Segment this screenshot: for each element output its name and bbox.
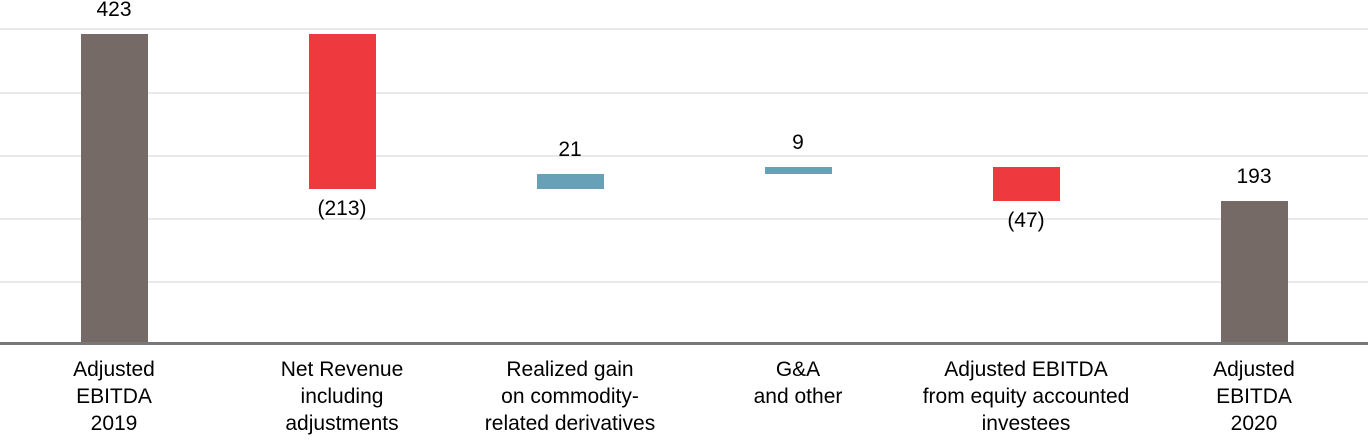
- gridline: [0, 92, 1368, 94]
- x-axis-baseline: [0, 342, 1368, 345]
- category-label-line: EBITDA: [76, 385, 152, 408]
- category-label-adjusted-ebitda-2020: Adjusted EBITDA 2020: [1140, 356, 1368, 437]
- category-label-line: Adjusted: [1213, 358, 1295, 381]
- category-label-line: adjustments: [285, 412, 399, 435]
- bar-adjusted-ebitda-2019: [80, 34, 148, 342]
- category-label-net-revenue-including-adjustments: Net Revenue including adjustments: [228, 356, 456, 437]
- bar-realized-gain-on-commodity-related-derivatives: [536, 173, 604, 190]
- gridline: [0, 218, 1368, 220]
- bar-adjusted-ebitda-from-equity-accounted-investees: [992, 167, 1060, 202]
- value-label-realized-gain-on-commodity-related-derivatives: 21: [558, 137, 582, 161]
- category-label-line: 2019: [90, 412, 138, 435]
- category-label-line: G&A: [775, 358, 821, 381]
- category-label-line: on commodity-: [501, 385, 639, 408]
- value-label-adjusted-ebitda-2019: 423: [96, 0, 132, 22]
- gridline: [0, 155, 1368, 157]
- value-label-g-a-and-other: 9: [792, 131, 804, 155]
- category-label-line: Realized gain: [506, 358, 634, 381]
- category-label-realized-gain-on-commodity-related-derivatives: Realized gain on commodity-related deriva…: [456, 356, 684, 437]
- gridline: [0, 281, 1368, 283]
- category-label-adjusted-ebitda-2019: Adjusted EBITDA 2019: [0, 356, 228, 437]
- category-label-line: from equity accounted: [922, 385, 1130, 408]
- category-label-adjusted-ebitda-from-equity-accounted-investees: Adjusted EBITDA from equity accounted inve…: [912, 356, 1140, 437]
- gridline: [0, 28, 1368, 30]
- category-label-line: Net Revenue: [280, 358, 404, 381]
- value-label-adjusted-ebitda-from-equity-accounted-investees: (47): [1007, 209, 1045, 233]
- bar-adjusted-ebitda-2020: [1220, 201, 1288, 342]
- value-label-adjusted-ebitda-2020: 193: [1236, 165, 1272, 189]
- category-label-line: EBITDA: [1216, 385, 1292, 408]
- category-label-line: and other: [753, 385, 843, 408]
- bar-g-a-and-other: [764, 167, 832, 174]
- category-label-line: investees: [981, 412, 1071, 435]
- category-label-line: related derivatives: [484, 412, 656, 435]
- category-label-line: Adjusted: [73, 358, 155, 381]
- category-label-line: 2020: [1230, 412, 1278, 435]
- category-label-line: including: [300, 385, 384, 408]
- category-label-g-a-and-other: G&A and other: [684, 356, 912, 410]
- bar-net-revenue-including-adjustments: [308, 34, 376, 190]
- value-label-net-revenue-including-adjustments: (213): [317, 197, 367, 221]
- category-label-line: Adjusted EBITDA: [944, 358, 1108, 381]
